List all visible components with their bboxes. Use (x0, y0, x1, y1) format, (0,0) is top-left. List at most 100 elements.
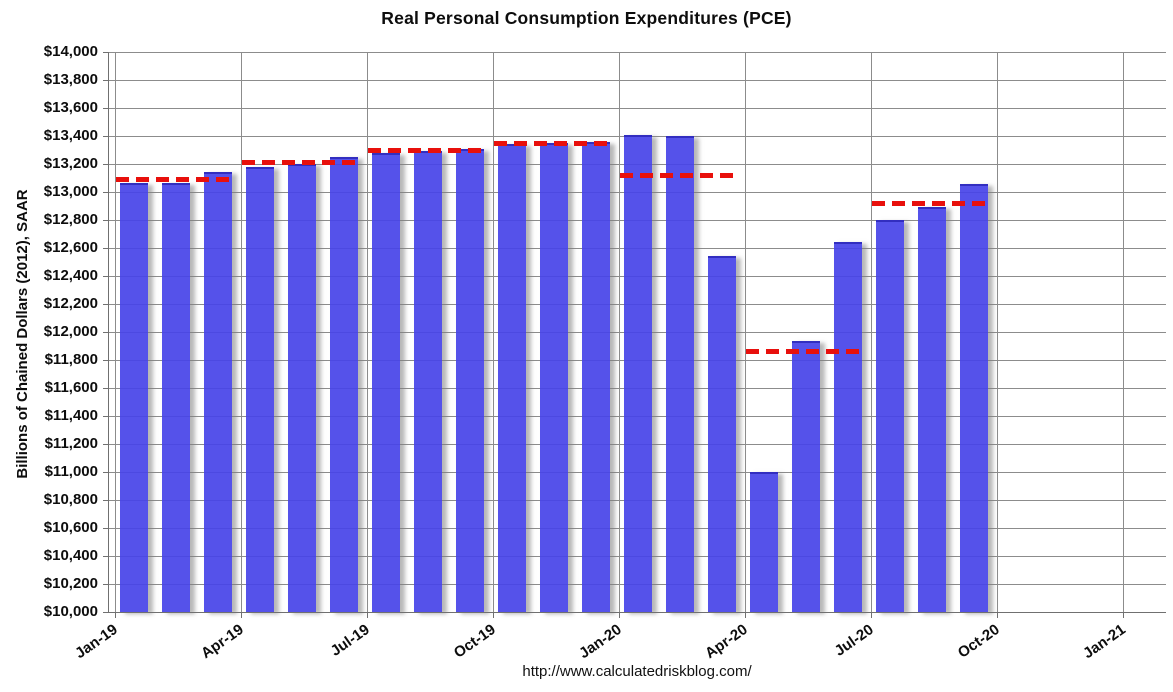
x-axis-tick-label: Oct-20 (954, 621, 1003, 662)
x-axis-tick-label: Jan-21 (1079, 621, 1129, 663)
x-axis-tick-label: Apr-19 (197, 621, 247, 663)
y-axis-tick-label: $12,600 (43, 238, 98, 256)
bar-may-20 (792, 341, 820, 612)
y-tick (103, 472, 108, 473)
y-axis-tick-label: $10,000 (43, 602, 98, 620)
y-axis-tick-label: $14,000 (43, 42, 98, 60)
x-gridline (870, 52, 872, 612)
x-tick (996, 612, 998, 618)
y-axis-tick-label: $11,600 (44, 378, 98, 396)
y-axis-line (108, 52, 109, 612)
x-tick (366, 612, 368, 618)
bar-sep-20 (960, 184, 988, 612)
bar-jun-20 (834, 241, 862, 612)
bar-jan-19 (120, 182, 148, 612)
y-tick (103, 416, 108, 417)
bar-jan-20 (624, 134, 652, 612)
bar-apr-20 (750, 472, 778, 612)
y-tick (103, 528, 108, 529)
source-url: http://www.calculatedriskblog.com/ (522, 663, 752, 680)
x-gridline (996, 52, 998, 612)
y-tick (103, 192, 108, 193)
y-axis-tick-label: $10,400 (43, 546, 98, 564)
bar-jul-19 (372, 152, 400, 612)
x-gridline (240, 52, 242, 612)
bar-aug-19 (414, 150, 442, 612)
y-axis-tick-label: $12,000 (43, 322, 98, 340)
x-axis-tick-label: Jul-19 (326, 621, 373, 660)
x-gridline (744, 52, 746, 612)
y-tick (103, 500, 108, 501)
bar-apr-19 (246, 166, 274, 612)
quarterly-average-dash-line (494, 140, 614, 146)
y-tick (103, 556, 108, 557)
bar-dec-19 (582, 141, 610, 612)
y-axis-tick-label: $10,800 (43, 490, 98, 508)
y-axis-tick-label: $13,800 (43, 70, 98, 88)
y-axis-tick-label: $13,600 (43, 98, 98, 116)
bar-mar-19 (204, 171, 232, 612)
x-tick (870, 612, 872, 618)
y-gridline (108, 52, 1166, 53)
y-axis-tick-label: $11,200 (44, 434, 98, 452)
x-tick (240, 612, 242, 618)
y-tick (103, 164, 108, 165)
bar-feb-19 (162, 182, 190, 612)
y-axis-tick-label: $13,400 (43, 126, 98, 144)
x-axis-tick-label: Oct-19 (450, 621, 499, 662)
x-gridline (1122, 52, 1124, 612)
bar-jul-20 (876, 220, 904, 612)
x-tick (492, 612, 494, 618)
x-axis-line (108, 612, 1166, 613)
x-tick (618, 612, 620, 618)
chart-title: Real Personal Consumption Expenditures (… (381, 8, 792, 28)
x-gridline (366, 52, 368, 612)
quarterly-average-dash-line (746, 349, 866, 355)
bar-nov-19 (540, 143, 568, 612)
y-tick (103, 248, 108, 249)
y-axis-tick-label: $13,200 (43, 154, 98, 172)
x-axis-tick-label: Jan-19 (71, 621, 121, 663)
x-tick (114, 612, 116, 618)
y-axis-tick-label: $12,800 (43, 210, 98, 228)
quarterly-average-dash-line (116, 176, 236, 182)
x-axis-tick-label: Jul-20 (830, 621, 877, 660)
y-tick (103, 80, 108, 81)
y-tick (103, 388, 108, 389)
bar-jun-19 (330, 157, 358, 612)
y-axis-tick-label: $13,000 (43, 182, 98, 200)
quarterly-average-dash-line (368, 148, 488, 154)
y-tick (103, 108, 108, 109)
bar-feb-20 (666, 136, 694, 612)
x-tick (1122, 612, 1124, 618)
y-tick (103, 304, 108, 305)
bar-mar-20 (708, 256, 736, 612)
y-tick (103, 612, 108, 613)
bar-may-19 (288, 164, 316, 612)
y-axis-tick-label: $10,200 (43, 574, 98, 592)
quarterly-average-dash-line (620, 173, 740, 179)
x-gridline (492, 52, 494, 612)
y-tick (103, 332, 108, 333)
y-tick (103, 444, 108, 445)
y-tick (103, 360, 108, 361)
y-axis-tick-label: $12,200 (43, 294, 98, 312)
y-tick (103, 276, 108, 277)
y-gridline (108, 80, 1166, 81)
x-gridline (114, 52, 116, 612)
y-tick (103, 220, 108, 221)
x-gridline (618, 52, 620, 612)
bar-oct-19 (498, 143, 526, 612)
y-tick (103, 584, 108, 585)
y-axis-tick-label: $11,800 (44, 350, 98, 368)
y-tick (103, 136, 108, 137)
y-axis-tick-label: $11,400 (44, 406, 98, 424)
y-axis-tick-label: $10,600 (43, 518, 98, 536)
y-axis-tick-label: $12,400 (43, 266, 98, 284)
y-axis-tick-label: $11,000 (44, 462, 98, 480)
bar-sep-19 (456, 148, 484, 612)
quarterly-average-dash-line (872, 201, 992, 207)
x-axis-tick-label: Apr-20 (701, 621, 751, 663)
y-gridline (108, 108, 1166, 109)
